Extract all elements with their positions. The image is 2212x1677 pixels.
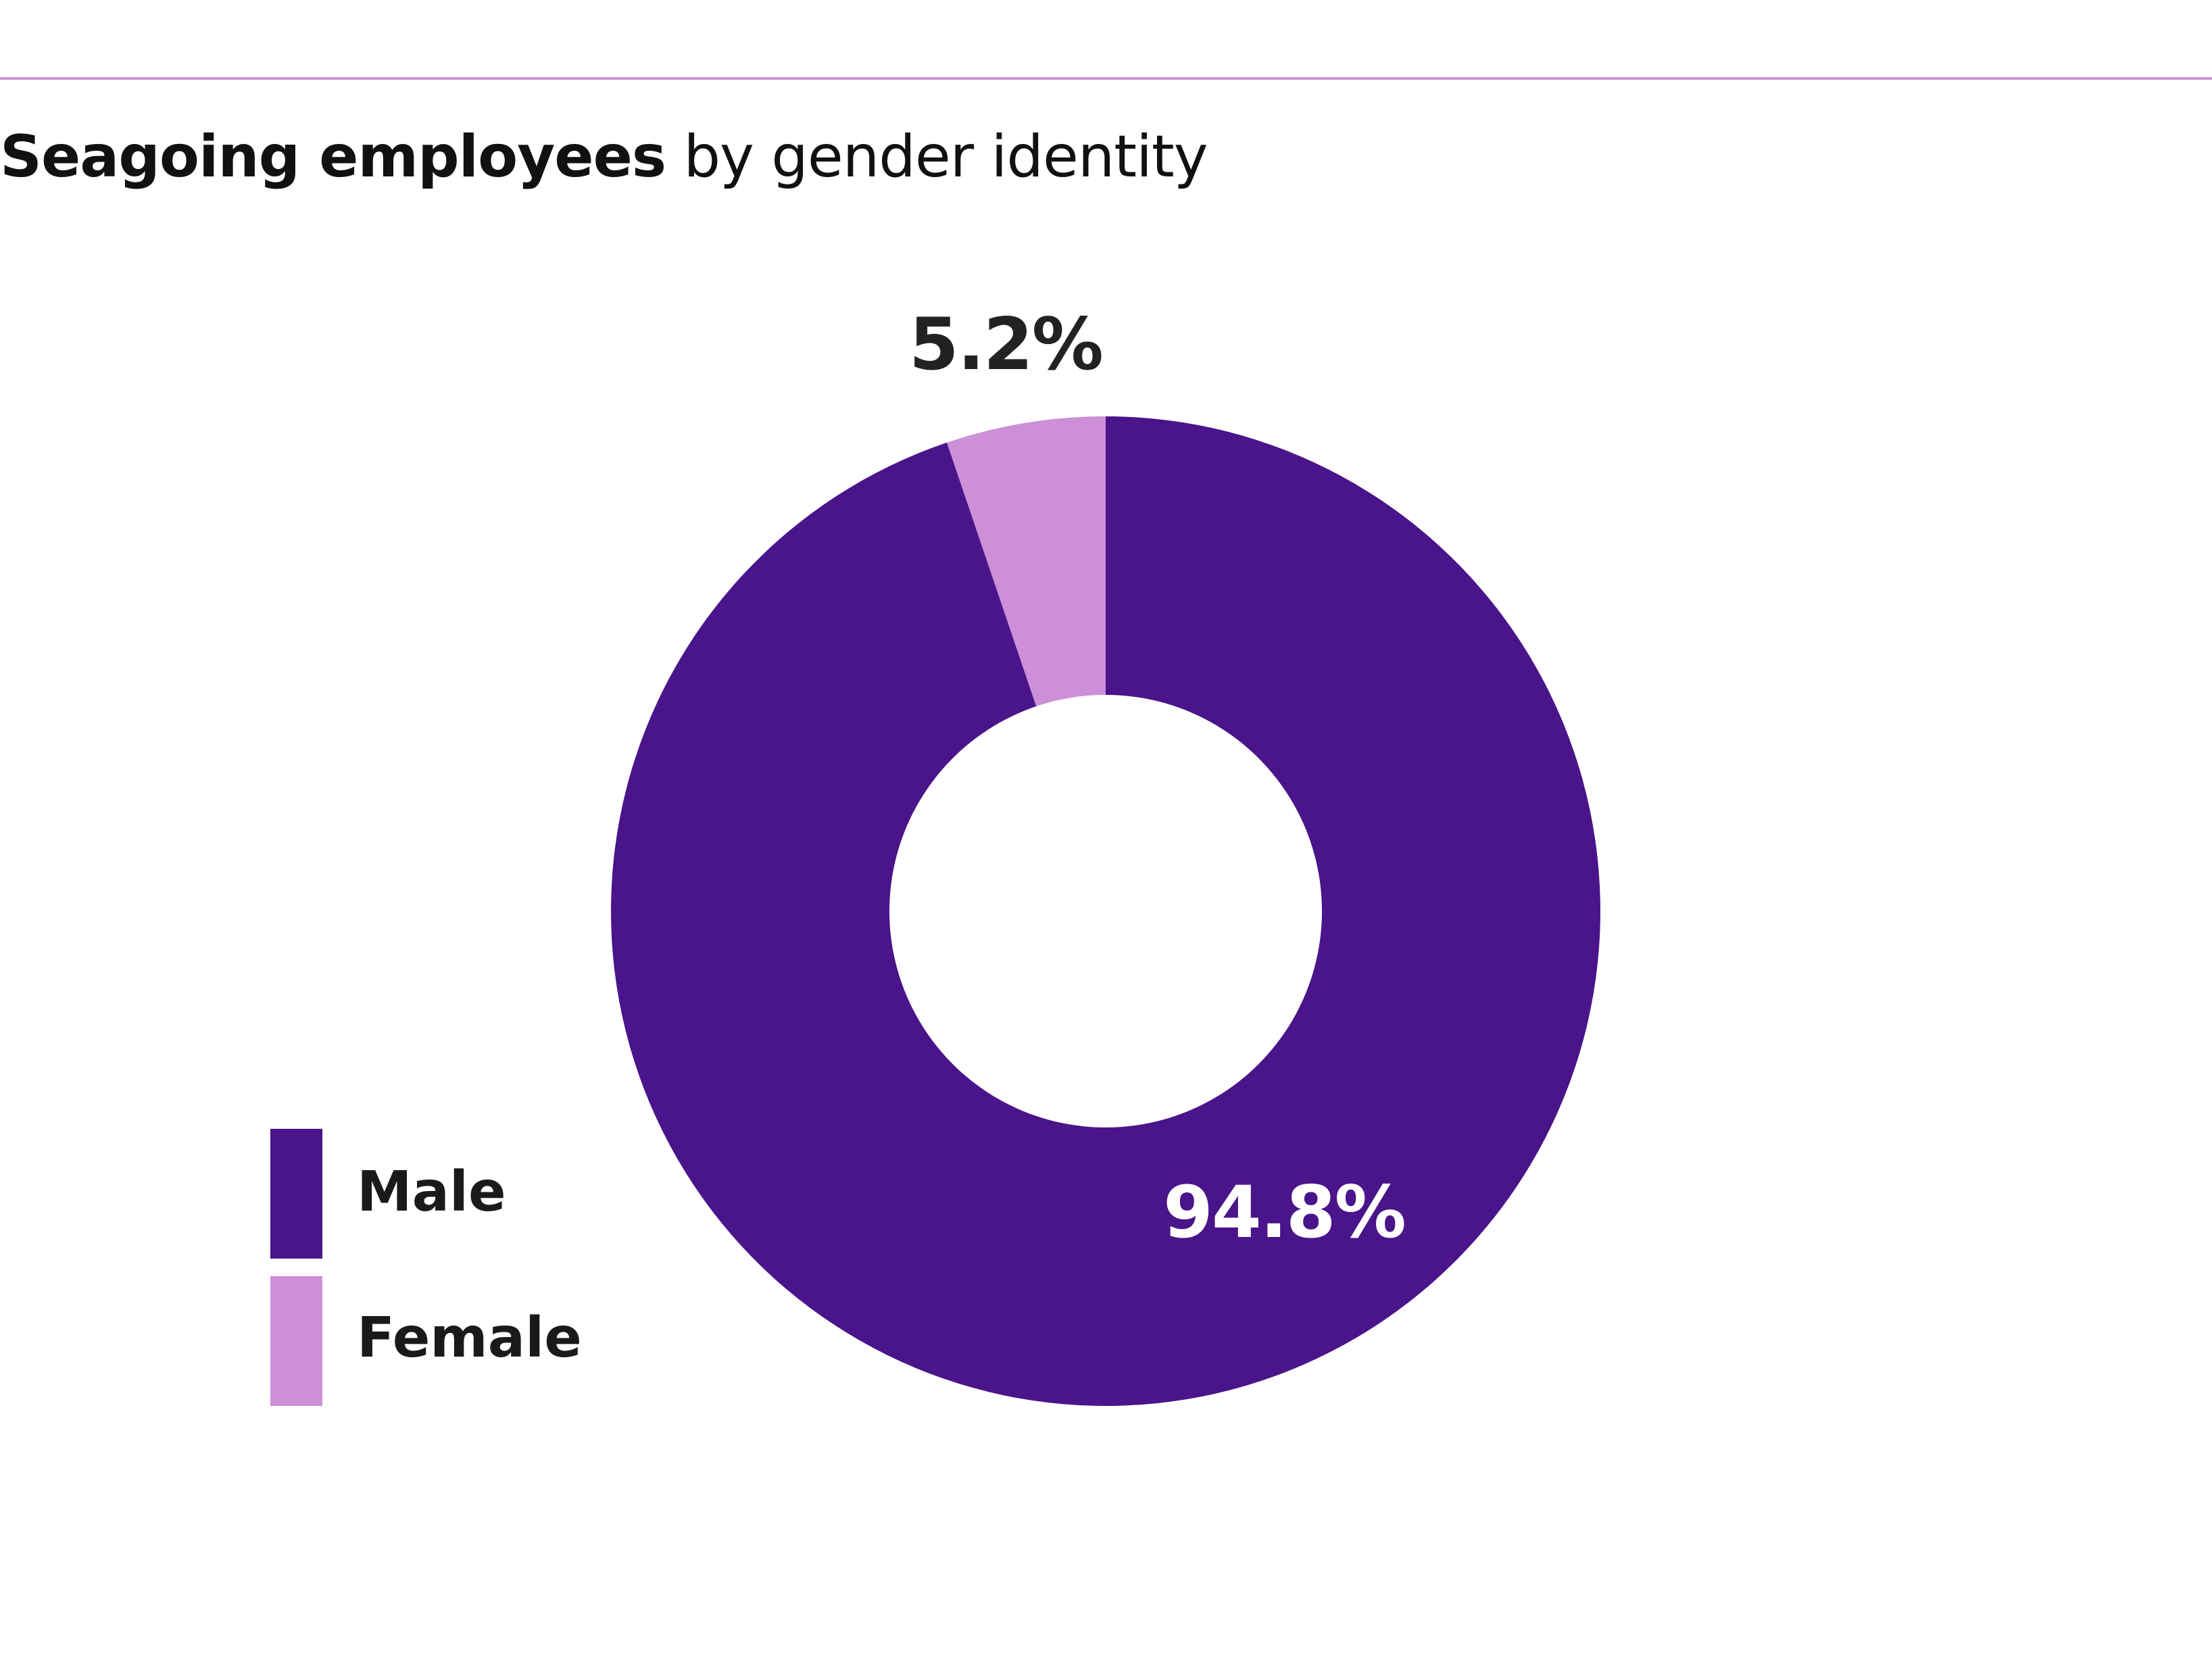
donut-slice-male — [611, 416, 1601, 1406]
donut-slice-female — [947, 416, 1106, 706]
top-rule — [0, 77, 2212, 80]
legend-label-female: Female — [357, 1306, 582, 1370]
data-label-female: 5.2% — [909, 303, 1102, 386]
legend-swatch-male — [270, 1129, 322, 1259]
data-label-male: 94.8% — [1163, 1171, 1405, 1254]
chart-title-bold: Seagoing employees — [0, 123, 666, 191]
legend-label-male: Male — [357, 1160, 506, 1224]
chart-title-rest: by gender identity — [666, 123, 1208, 191]
legend-swatch-female — [270, 1276, 322, 1406]
chart-title: Seagoing employees by gender identity — [0, 116, 1208, 197]
